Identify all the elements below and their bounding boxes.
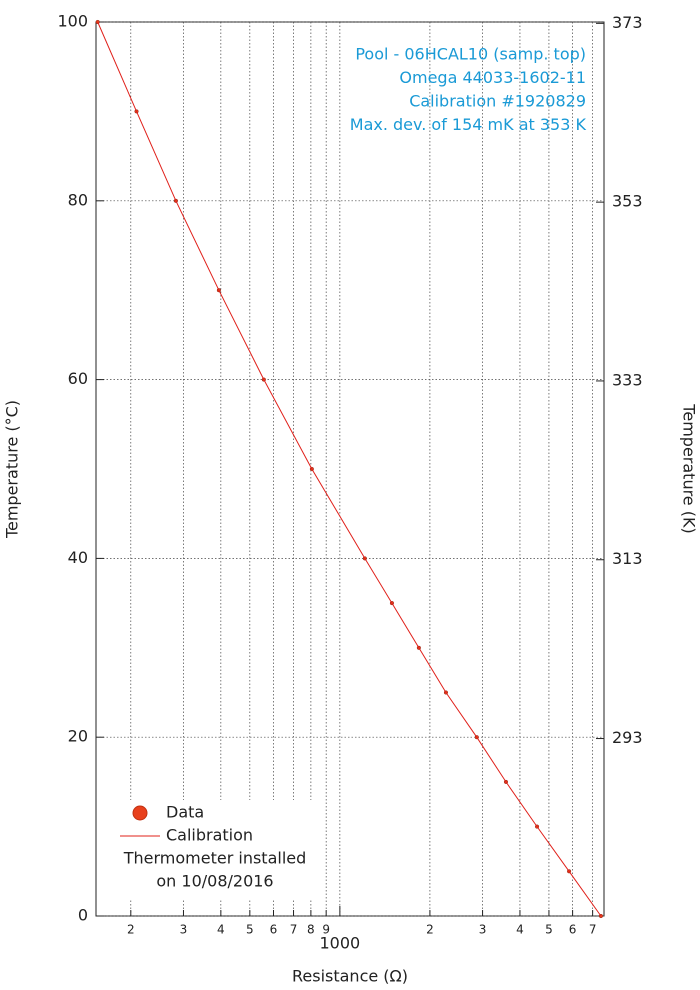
annotation: Pool - 06HCAL10 (samp. top) <box>355 45 586 64</box>
x-tick-label: 1000 <box>320 934 361 953</box>
annotation: Max. dev. of 154 mK at 353 K <box>350 115 587 134</box>
y2-tick-label: 333 <box>612 370 643 389</box>
y2-tick-label: 293 <box>612 728 643 747</box>
legend-note: Thermometer installed <box>123 849 307 868</box>
y-tick-label: 40 <box>68 548 88 567</box>
x-tick-label: 7 <box>589 923 597 937</box>
y-axis-label: Temperature (°C) <box>3 400 22 539</box>
x-tick-label: 3 <box>180 923 188 937</box>
x-tick-label: 8 <box>307 923 315 937</box>
x-tick-label: 4 <box>217 923 225 937</box>
x-tick-label: 6 <box>569 923 577 937</box>
legend-label: Data <box>166 803 204 822</box>
y-tick-label: 80 <box>68 190 88 209</box>
calibration-line <box>97 21 602 917</box>
x-tick-label: 2 <box>426 923 434 937</box>
x-tick-label: 4 <box>516 923 524 937</box>
legend-marker <box>132 805 148 821</box>
x-tick-label: 3 <box>479 923 487 937</box>
x-tick-label: 2 <box>127 923 135 937</box>
y2-axis-label: Temperature (K) <box>680 403 699 533</box>
y-tick-label: 0 <box>78 906 88 925</box>
y-tick-label: 60 <box>68 369 88 388</box>
x-tick-label: 7 <box>290 923 298 937</box>
y2-tick-label: 313 <box>612 549 643 568</box>
annotation: Calibration #1920829 <box>409 92 586 111</box>
x-tick-label: 5 <box>246 923 254 937</box>
x-axis-label: Resistance (Ω) <box>292 967 408 986</box>
legend-note: on 10/08/2016 <box>156 872 273 891</box>
x-tick-label: 6 <box>270 923 278 937</box>
y2-tick-label: 373 <box>612 13 643 32</box>
y-tick-label: 20 <box>68 727 88 746</box>
x-tick-label: 9 <box>322 923 330 937</box>
y-tick-label: 100 <box>57 12 88 31</box>
annotation: Omega 44033-1602-11 <box>399 68 586 87</box>
x-tick-label: 5 <box>545 923 553 937</box>
plot-frame <box>95 21 605 917</box>
y2-tick-label: 353 <box>612 192 643 211</box>
legend-label: Calibration <box>166 826 253 845</box>
